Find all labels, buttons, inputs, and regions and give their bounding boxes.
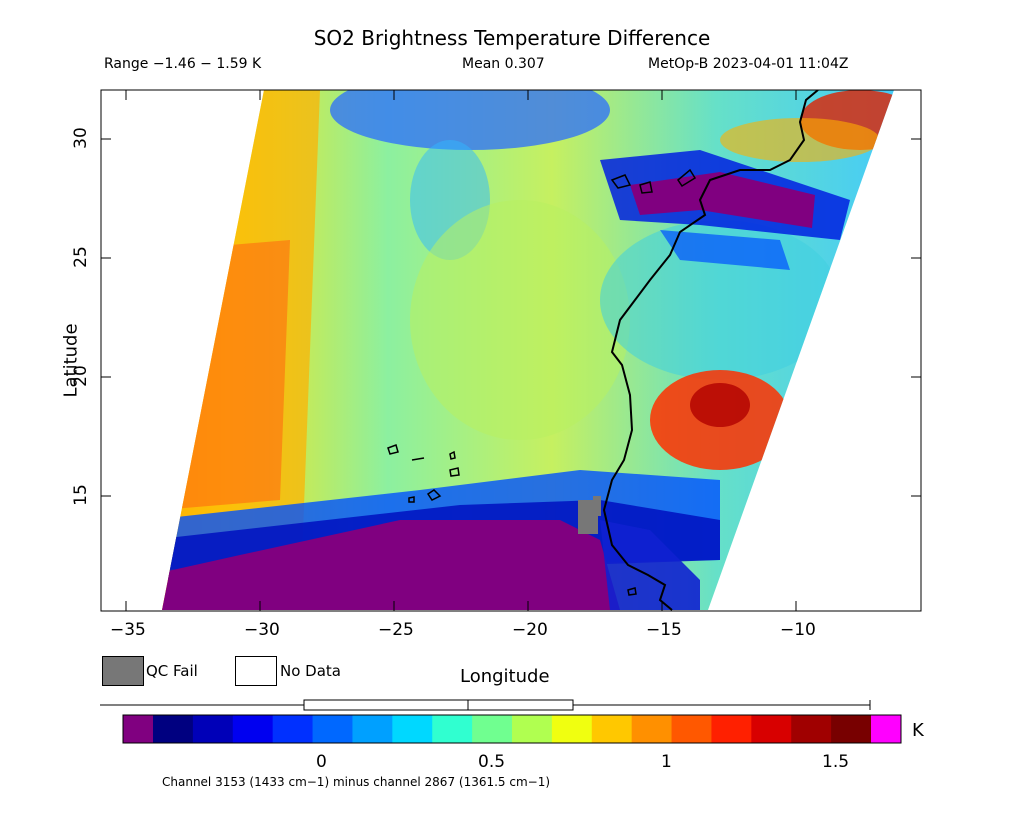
- colorbar-segment: [192, 715, 234, 743]
- colorbar-segment: [352, 715, 393, 743]
- channel-note: Channel 3153 (1433 cm−1) minus channel 2…: [162, 775, 551, 789]
- colorbar-segment: [232, 715, 274, 743]
- colorbar-above-swatch: [871, 715, 901, 743]
- y-tick-marks: [101, 138, 921, 497]
- platform-time-label: MetOp-B 2023-04-01 11:04Z: [648, 56, 849, 72]
- chart-title: SO2 Brightness Temperature Difference: [313, 26, 711, 50]
- x-tick-label: −25: [378, 620, 414, 640]
- colorbar-border: [122, 714, 902, 744]
- colorbar-tick-label: 1: [661, 752, 672, 772]
- colorbar-segment: [512, 715, 553, 743]
- qc-fail-label: QC Fail: [146, 662, 198, 680]
- colorbar-segment: [671, 715, 712, 743]
- coastline: [387, 90, 819, 611]
- colorbar-segment: [312, 715, 353, 743]
- x-tick-label: −30: [244, 620, 280, 640]
- colorbar-tick-label: 0: [316, 752, 327, 772]
- colorbar-segment: [392, 715, 433, 743]
- colorbar-tick-label: 1.5: [822, 752, 850, 772]
- colorbar-tick-label: 0.5: [478, 752, 506, 772]
- x-tick-marks: [125, 90, 797, 611]
- colorbar-unit-label: K: [912, 720, 924, 741]
- colorbar-segment: [551, 715, 593, 743]
- colorbar-segment: [631, 715, 673, 743]
- colorbar-segment: [791, 715, 832, 743]
- colorbar-segment: [432, 715, 473, 743]
- colorbar-segment: [711, 715, 752, 743]
- x-tick-label: −15: [646, 620, 682, 640]
- x-tick-label: −10: [780, 620, 816, 640]
- x-axis-label: Longitude: [460, 666, 550, 687]
- colorbar-segment: [472, 715, 513, 743]
- no-data-label: No Data: [280, 662, 341, 680]
- colorbar-segment: [153, 715, 194, 743]
- x-tick-label: −35: [110, 620, 146, 640]
- colorbar-segment: [272, 715, 314, 743]
- colorbar-segment: [591, 715, 633, 743]
- mean-label: Mean 0.307: [462, 56, 545, 72]
- qc-fail-swatch: [102, 656, 144, 686]
- x-tick-label: −20: [512, 620, 548, 640]
- colorbar-below-swatch: [123, 715, 153, 743]
- plot-frame: [100, 89, 922, 612]
- colorbar-segment: [831, 715, 872, 743]
- no-data-swatch: [235, 656, 277, 686]
- range-label: Range −1.46 − 1.59 K: [104, 56, 262, 72]
- colorbar-segment: [751, 715, 792, 743]
